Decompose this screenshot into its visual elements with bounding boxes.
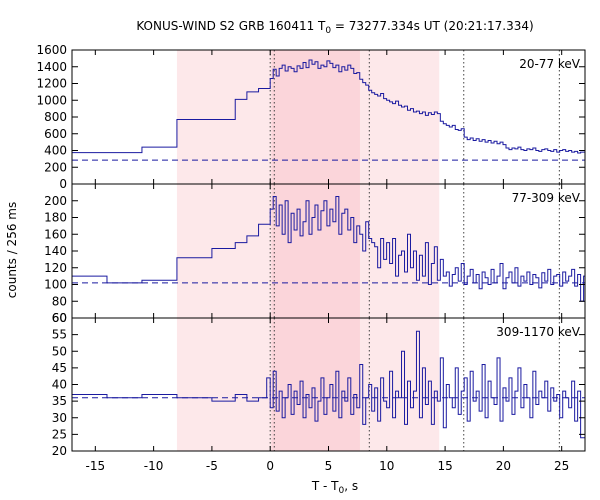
y-tick-label: 55 (52, 328, 67, 342)
x-tick-label: 10 (379, 459, 394, 473)
y-tick-label: 160 (44, 227, 67, 241)
y-tick-label: 35 (52, 394, 67, 408)
x-tick-label: 20 (496, 459, 511, 473)
x-tick-label: -5 (206, 459, 218, 473)
chart-title-subscript: 0 (325, 26, 331, 36)
shaded-region-2 (271, 318, 360, 451)
y-tick-label: 120 (44, 261, 67, 275)
chart-title-prefix: KONUS-WIND S2 GRB 160411 T (136, 19, 326, 33)
y-tick-label: 1400 (36, 60, 67, 74)
light-curve-1 (72, 59, 585, 154)
y-tick-label: 30 (52, 411, 67, 425)
y-tick-label: 1000 (36, 93, 67, 107)
y-tick-label: 60 (52, 311, 67, 325)
x-axis-title-suffix: , s (344, 479, 358, 493)
x-axis-title: T - T0, s (311, 479, 358, 496)
x-tick-label: -10 (144, 459, 164, 473)
chart-title: KONUS-WIND S2 GRB 160411 T0 = 73277.334s… (136, 19, 533, 36)
y-tick-label: 1200 (36, 77, 67, 91)
energy-band-label: 20-77 keV (519, 57, 581, 71)
x-tick-label: 15 (437, 459, 452, 473)
y-tick-label: 200 (44, 194, 67, 208)
y-axis-title: counts / 256 ms (5, 202, 19, 298)
y-tick-label: 60 (52, 311, 67, 325)
y-tick-label: 0 (59, 177, 67, 191)
x-tick-label: -15 (86, 459, 106, 473)
x-tick-label: 5 (325, 459, 333, 473)
x-tick-label: 0 (266, 459, 274, 473)
x-axis-title-subscript: 0 (339, 486, 345, 496)
shaded-region-2 (271, 50, 360, 184)
y-tick-label: 180 (44, 211, 67, 225)
panel-2: 60 80 100 120 140 160 180 200 77-309 keV (44, 183, 586, 325)
light-curve-3 (72, 330, 585, 439)
y-tick-label: 45 (52, 361, 67, 375)
x-axis-title-prefix: T - T (311, 479, 339, 493)
panel-3: 20 25 30 35 40 45 50 55 60 309-1170 keV (52, 311, 586, 458)
energy-band-label: 309-1170 keV (496, 325, 580, 339)
x-tick-label: 25 (554, 459, 569, 473)
y-tick-label: 140 (44, 244, 67, 258)
y-tick-label: 100 (44, 278, 67, 292)
light-curve-2 (72, 196, 585, 302)
y-tick-label: 800 (44, 110, 67, 124)
y-tick-label: 1600 (36, 43, 67, 57)
y-tick-label: 200 (44, 160, 67, 174)
shaded-region-2 (271, 184, 360, 318)
panel-1: 0 200 400 600 800 1000 1200 1400 1600 20-77 keV (36, 43, 586, 191)
y-tick-label: 80 (52, 294, 67, 308)
y-tick-label: 50 (52, 344, 67, 358)
y-tick-label: 400 (44, 144, 67, 158)
y-tick-label: 25 (52, 427, 67, 441)
energy-band-label: 77-309 keV (512, 191, 581, 205)
y-tick-label: 20 (52, 444, 67, 458)
chart-title-suffix: = 73277.334s UT (20:21:17.334) (331, 19, 534, 33)
y-tick-label: 600 (44, 127, 67, 141)
y-tick-label: 40 (52, 378, 67, 392)
